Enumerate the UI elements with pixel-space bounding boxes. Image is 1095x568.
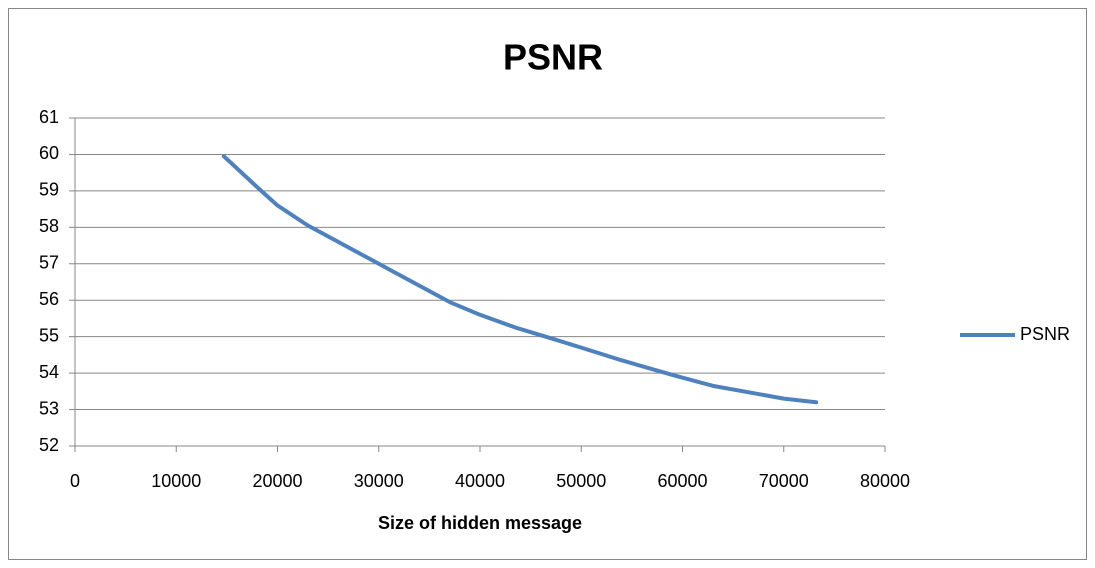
y-tick-label: 53 — [39, 398, 59, 418]
y-tick-label: 54 — [39, 362, 59, 382]
y-tick-label: 60 — [39, 143, 59, 163]
x-tick-label: 0 — [70, 471, 80, 491]
x-tick-label: 40000 — [455, 471, 505, 491]
x-tick-label: 20000 — [252, 471, 302, 491]
x-tick-label: 60000 — [657, 471, 707, 491]
chart-border — [8, 8, 1087, 560]
y-tick-label: 58 — [39, 216, 59, 236]
y-tick-label: 55 — [39, 325, 59, 345]
x-tick-label: 50000 — [556, 471, 606, 491]
legend-label: PSNR — [1020, 324, 1070, 344]
x-tick-label: 70000 — [759, 471, 809, 491]
x-tick-label: 80000 — [860, 471, 910, 491]
y-tick-label: 59 — [39, 180, 59, 200]
data-line — [221, 154, 819, 405]
y-tick-label: 56 — [39, 289, 59, 309]
y-tick-label: 57 — [39, 253, 59, 273]
chart-title: PSNR — [503, 37, 603, 78]
y-tick-label: 52 — [39, 435, 59, 455]
y-tick-label: 61 — [39, 107, 59, 127]
x-tick-label: 30000 — [354, 471, 404, 491]
x-axis-label: Size of hidden message — [378, 513, 582, 533]
x-tick-label: 10000 — [151, 471, 201, 491]
